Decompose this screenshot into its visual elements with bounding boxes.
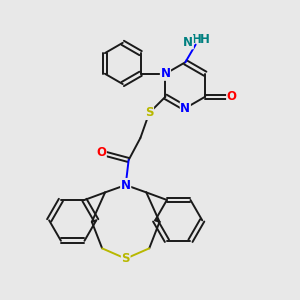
Text: N: N <box>121 178 131 191</box>
Text: O: O <box>96 146 106 159</box>
Text: O: O <box>227 90 237 103</box>
Text: H: H <box>200 33 210 46</box>
Text: S: S <box>122 252 130 265</box>
Text: N: N <box>160 67 170 80</box>
Text: S: S <box>145 106 154 119</box>
Text: N: N <box>183 36 193 49</box>
Text: N: N <box>180 102 190 115</box>
Text: H: H <box>192 33 202 46</box>
